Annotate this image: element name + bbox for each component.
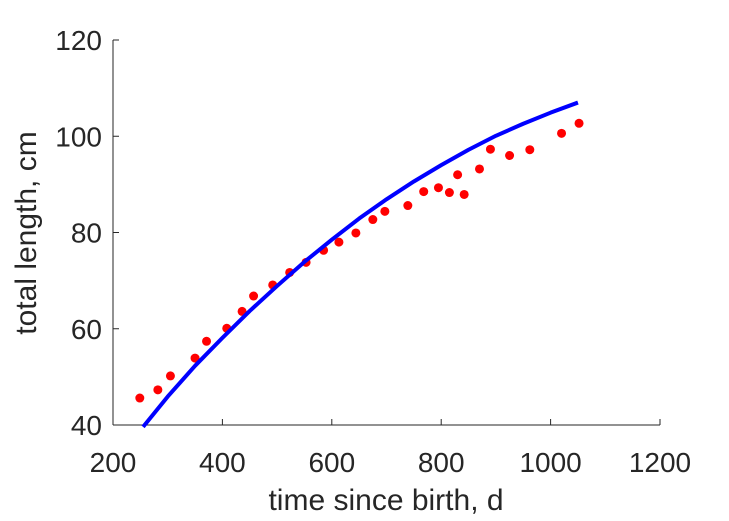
y-axis-label: total length, cm — [10, 131, 43, 334]
axes: 200 400 600 800 1000 1200 40 60 80 100 120 — [55, 25, 691, 478]
data-point — [433, 183, 443, 193]
data-point — [351, 228, 361, 238]
y-tick-label: 100 — [55, 121, 102, 152]
data-point — [474, 164, 484, 174]
x-tick-label: 1200 — [629, 447, 691, 478]
data-point — [419, 187, 429, 197]
data-point — [135, 393, 145, 403]
data-point — [380, 206, 390, 216]
x-tick-label: 600 — [308, 447, 355, 478]
data-point — [334, 237, 344, 247]
data-point — [153, 385, 163, 395]
fit-curve — [141, 100, 579, 429]
data-point — [444, 188, 454, 198]
data-point — [368, 215, 378, 225]
y-tick-label: 120 — [55, 25, 102, 56]
data-point — [190, 353, 200, 363]
data-point — [249, 291, 259, 301]
x-axis-label: time since birth, d — [268, 484, 503, 517]
data-point — [574, 118, 584, 128]
y-tick-label: 60 — [71, 314, 102, 345]
x-tick-label: 200 — [90, 447, 137, 478]
data-point — [557, 128, 567, 138]
data-point — [485, 144, 495, 154]
x-tick-label: 400 — [199, 447, 246, 478]
plot-marks — [135, 100, 584, 429]
data-point — [202, 336, 212, 346]
data-point — [453, 170, 463, 180]
y-tick-label: 40 — [71, 410, 102, 441]
x-tick-label: 1000 — [519, 447, 581, 478]
x-tick-label: 800 — [418, 447, 465, 478]
data-point — [403, 201, 413, 211]
data-point — [165, 371, 175, 381]
data-point — [459, 189, 469, 199]
data-point — [525, 145, 535, 155]
data-point — [505, 151, 515, 160]
y-tick-label: 80 — [71, 218, 102, 249]
